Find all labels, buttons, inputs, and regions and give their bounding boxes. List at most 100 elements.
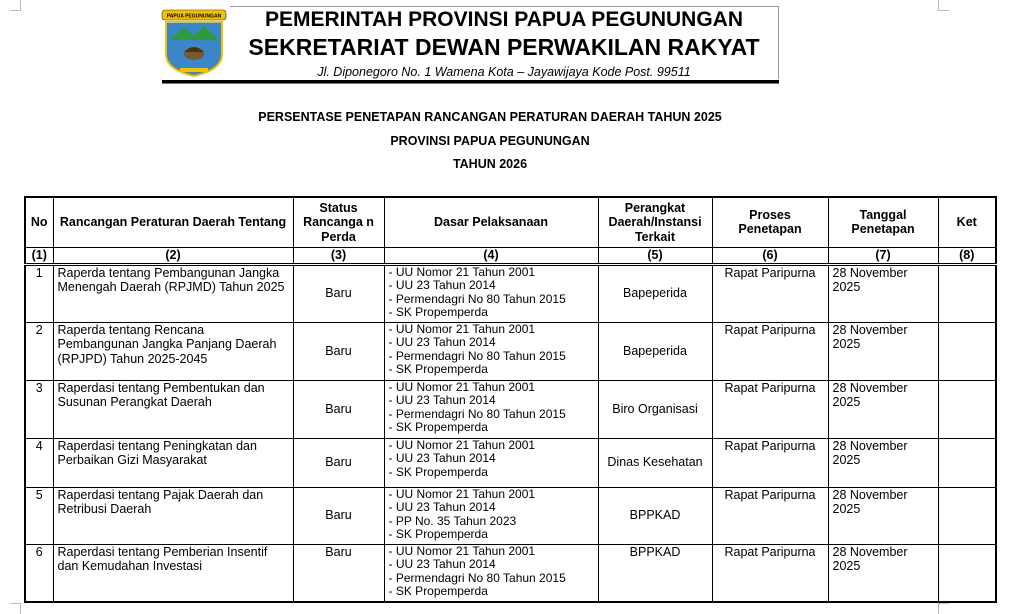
document-subtitle: PROVINSI PAPUA PEGUNUNGAN	[390, 134, 590, 148]
header-no: No	[24, 196, 54, 248]
dasar-item: SK Propemperda	[389, 584, 594, 599]
row-dasar: UU Nomor 21 Tahun 2001UU 23 Tahun 2014Pe…	[383, 263, 599, 323]
row-perangkat: Bapeperida	[597, 263, 713, 323]
crop-mark	[938, 603, 949, 614]
row-dasar: UU Nomor 21 Tahun 2001UU 23 Tahun 2014SK…	[383, 437, 599, 488]
row-status: Baru	[292, 543, 385, 603]
col-number: (8)	[937, 246, 997, 266]
col-number: (1)	[24, 246, 54, 266]
dasar-item: UU Nomor 21 Tahun 2001	[389, 438, 594, 453]
dasar-item: Permendagri No 80 Tahun 2015	[389, 571, 594, 586]
row-tanggal: 28 November 2025	[827, 543, 939, 603]
row-tanggal: 28 November 2025	[827, 486, 939, 545]
row-dasar: UU Nomor 21 Tahun 2001UU 23 Tahun 2014Pe…	[383, 543, 599, 603]
row-no: 5	[24, 486, 54, 545]
column-number-row: (1) (2) (3) (4) (5) (6) (7) (8)	[24, 246, 997, 266]
dasar-item: Permendagri No 80 Tahun 2015	[389, 292, 594, 307]
dasar-item: UU Nomor 21 Tahun 2001	[389, 380, 594, 395]
row-status: Baru	[292, 437, 385, 488]
col-number: (3)	[292, 246, 385, 266]
dasar-item: UU 23 Tahun 2014	[389, 278, 594, 293]
row-ket	[937, 437, 997, 488]
dasar-item: UU Nomor 21 Tahun 2001	[389, 544, 594, 559]
header-status: Status Rancanga n Perda	[292, 196, 385, 248]
col-number: (5)	[597, 246, 713, 266]
col-number: (7)	[827, 246, 939, 266]
row-title: Raperdasi tentang Pembentukan dan Susuna…	[52, 379, 294, 439]
row-tanggal: 28 November 2025	[827, 263, 939, 323]
document-title: PERSENTASE PENETAPAN RANCANGAN PERATURAN…	[258, 110, 722, 124]
dasar-item: Permendagri No 80 Tahun 2015	[389, 407, 594, 422]
dasar-item: UU Nomor 21 Tahun 2001	[389, 487, 594, 502]
row-no: 3	[24, 379, 54, 439]
row-tanggal: 28 November 2025	[827, 379, 939, 439]
dasar-item: SK Propemperda	[389, 305, 594, 320]
dasar-item: UU 23 Tahun 2014	[389, 557, 594, 572]
crop-mark	[10, 0, 21, 11]
header-proses: Proses Penetapan	[711, 196, 829, 248]
dasar-item: SK Propemperda	[389, 465, 594, 480]
row-proses: Rapat Paripurna	[711, 263, 829, 323]
header-tanggal: Tanggal Penetapan	[827, 196, 939, 248]
row-status: Baru	[292, 379, 385, 439]
row-proses: Rapat Paripurna	[711, 543, 829, 603]
svg-text:PAPUA PEGUNUNGAN: PAPUA PEGUNUNGAN	[167, 14, 222, 20]
col-number: (6)	[711, 246, 829, 266]
dasar-item: UU 23 Tahun 2014	[389, 393, 594, 408]
secretariat-name: SEKRETARIAT DEWAN PERWAKILAN RAKYAT	[248, 34, 760, 60]
dasar-item: UU Nomor 21 Tahun 2001	[389, 322, 594, 337]
row-perangkat: Dinas Kesehatan	[597, 437, 713, 488]
header-title: Rancangan Peraturan Daerah Tentang	[52, 196, 294, 248]
letterhead: PEMERINTAH PROVINSI PAPUA PEGUNUNGAN SEK…	[230, 6, 779, 79]
table-row: 2 Raperda tentang Rencana Pembangunan Jan…	[24, 321, 997, 381]
row-tanggal: 28 November 2025	[827, 321, 939, 381]
table-row: 6 Raperdasi tentang Pemberian Insentif da…	[24, 543, 997, 603]
col-number: (4)	[383, 246, 599, 266]
row-title: Raperdasi tentang Peningkatan dan Perbai…	[52, 437, 294, 488]
dasar-item: UU 23 Tahun 2014	[389, 335, 594, 350]
row-proses: Rapat Paripurna	[711, 486, 829, 545]
row-ket	[937, 263, 997, 323]
row-no: 6	[24, 543, 54, 603]
row-perangkat: Biro Organisasi	[597, 379, 713, 439]
document-year: TAHUN 2026	[452, 157, 528, 171]
row-perangkat: BPPKAD	[597, 486, 713, 545]
table-row: 4 Raperdasi tentang Peningkatan dan Perba…	[24, 437, 997, 488]
letterhead-rule	[162, 80, 779, 84]
row-ket	[937, 543, 997, 603]
dasar-item: SK Propemperda	[389, 420, 594, 435]
table-row: 5 Raperdasi tentang Pajak Daerah dan Retr…	[24, 486, 997, 545]
dasar-item: SK Propemperda	[389, 362, 594, 377]
header-perangkat: Perangkat Daerah/Instansi Terkait	[597, 196, 713, 248]
row-dasar: UU Nomor 21 Tahun 2001UU 23 Tahun 2014Pe…	[383, 379, 599, 439]
province-logo: PAPUA PEGUNUNGAN	[161, 9, 227, 78]
row-no: 4	[24, 437, 54, 488]
dasar-item: UU Nomor 21 Tahun 2001	[389, 265, 594, 280]
crop-mark	[10, 603, 21, 614]
col-number: (2)	[52, 246, 294, 266]
table-row: 3 Raperdasi tentang Pembentukan dan Susun…	[24, 379, 997, 439]
government-name: PEMERINTAH PROVINSI PAPUA PEGUNUNGAN	[265, 8, 743, 31]
row-proses: Rapat Paripurna	[711, 437, 829, 488]
dasar-item: UU 23 Tahun 2014	[389, 451, 594, 466]
dasar-item: UU 23 Tahun 2014	[389, 500, 594, 515]
table-row: 1 Raperda tentang Pembangunan Jangka Mene…	[24, 263, 997, 323]
row-perangkat: BPPKAD	[597, 543, 713, 603]
dasar-item: PP No. 35 Tahun 2023	[389, 514, 594, 529]
perda-table: No Rancangan Peraturan Daerah Tentang St…	[24, 196, 997, 603]
row-title: Raperda tentang Pembangunan Jangka Menen…	[52, 263, 294, 323]
header-row: No Rancangan Peraturan Daerah Tentang St…	[24, 196, 997, 248]
row-ket	[937, 486, 997, 545]
row-status: Baru	[292, 321, 385, 381]
row-ket	[937, 321, 997, 381]
row-proses: Rapat Paripurna	[711, 379, 829, 439]
dasar-item: Permendagri No 80 Tahun 2015	[389, 349, 594, 364]
row-perangkat: Bapeperida	[597, 321, 713, 381]
header-dasar: Dasar Pelaksanaan	[383, 196, 599, 248]
row-no: 2	[24, 321, 54, 381]
crop-mark	[938, 0, 949, 11]
row-dasar: UU Nomor 21 Tahun 2001UU 23 Tahun 2014Pe…	[383, 321, 599, 381]
row-no: 1	[24, 263, 54, 323]
address: Jl. Diponegoro No. 1 Wamena Kota – Jayaw…	[317, 65, 691, 79]
